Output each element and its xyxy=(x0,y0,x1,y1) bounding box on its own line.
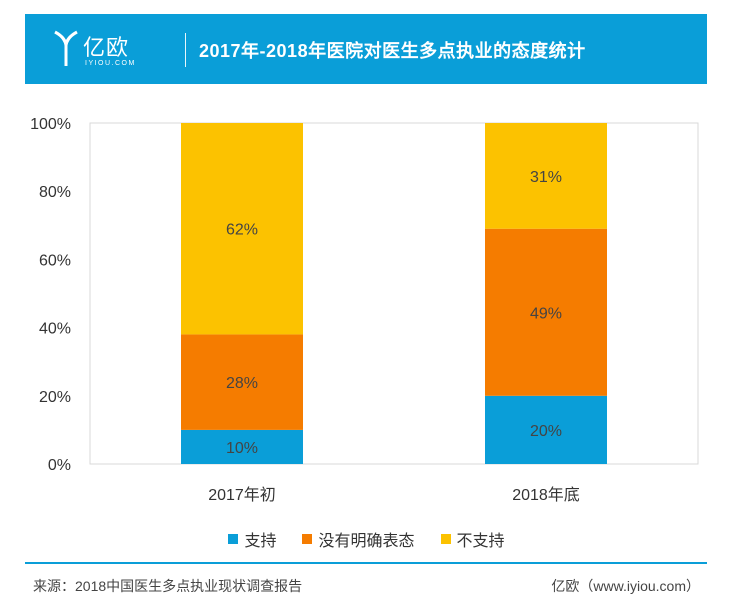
x-tick-label: 2017年初 xyxy=(208,486,276,504)
footer-source: 来源：2018中国医生多点执业现状调查报告 xyxy=(33,578,303,594)
bar-segment xyxy=(485,228,607,396)
data-label: 62% xyxy=(226,222,258,239)
bar-segment xyxy=(485,123,607,229)
bar-segment xyxy=(485,395,607,464)
bar-segment xyxy=(181,334,303,430)
legend-label-oppose: 不支持 xyxy=(456,533,505,550)
data-label: 10% xyxy=(226,440,258,457)
stacked-bar-chart: 0% 20% 40% 60% 80% 100% 10% 28% 62% 2017年初 20% 49% 3… xyxy=(30,116,699,504)
logo-text: 亿欧 xyxy=(83,35,130,60)
chart-legend: 支持 没有明确表态 不支持 xyxy=(0,527,733,551)
data-label: 20% xyxy=(530,423,562,440)
y-tick-label: 0% xyxy=(48,457,71,474)
y-tick-label: 80% xyxy=(39,184,71,201)
data-label: 28% xyxy=(226,375,258,392)
yiou-logo-icon xyxy=(54,30,78,66)
bar-segment xyxy=(181,429,303,464)
legend-label-support: 支持 xyxy=(244,533,277,550)
y-tick-label: 20% xyxy=(39,389,71,406)
legend-item-support: 支持 xyxy=(228,527,276,551)
bar-segment xyxy=(181,123,303,335)
header-divider xyxy=(185,33,186,67)
y-tick-label: 60% xyxy=(39,252,71,269)
legend-item-neutral: 没有明确表态 xyxy=(302,527,415,551)
logo-subtext: IYIOU.COM xyxy=(85,60,136,67)
legend-swatch-oppose xyxy=(440,534,451,544)
header-banner: 亿欧 IYIOU.COM 2017年-2018年医院对医生多点执业的态度统计 xyxy=(25,14,707,84)
data-label: 31% xyxy=(530,169,562,186)
y-tick-label: 40% xyxy=(39,321,71,338)
legend-label-neutral: 没有明确表态 xyxy=(318,533,415,550)
footer-divider xyxy=(25,562,707,564)
legend-item-oppose: 不支持 xyxy=(440,527,505,551)
data-label: 49% xyxy=(530,305,562,322)
x-tick-label: 2018年底 xyxy=(512,486,580,504)
footer-brand: 亿欧（www.iyiou.com） xyxy=(551,578,700,594)
legend-swatch-neutral xyxy=(302,534,313,544)
plot-frame xyxy=(89,122,699,465)
chart-title: 2017年-2018年医院对医生多点执业的态度统计 xyxy=(199,41,586,61)
y-tick-label: 100% xyxy=(30,116,71,133)
legend-swatch-support xyxy=(228,534,239,544)
